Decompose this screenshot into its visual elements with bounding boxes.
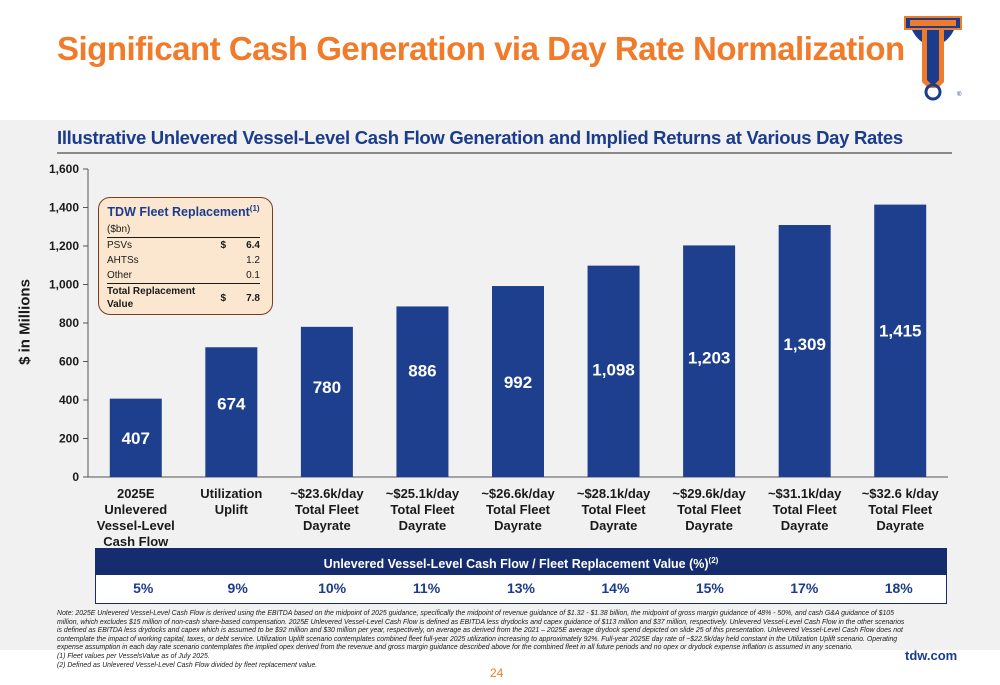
footnote-1: (1) Fleet values per VesselsValue as of … bbox=[57, 652, 210, 660]
y-tick-label: 1,200 bbox=[49, 239, 79, 253]
x-tick-label: ~$26.6k/day Total Fleet Dayrate bbox=[481, 486, 555, 533]
x-tick-label: ~$23.6k/day Total Fleet Dayrate bbox=[290, 486, 364, 533]
y-tick-label: 200 bbox=[59, 432, 79, 446]
bar bbox=[396, 306, 449, 477]
y-tick-label: 800 bbox=[59, 316, 79, 330]
x-tick-label: ~$32.6 k/day Total Fleet Dayrate bbox=[861, 486, 939, 533]
bar-series: 407 674 780 886 992 1,098 1,203 1,309 1,415 bbox=[109, 204, 927, 478]
x-tick-label: ~$31.1k/day Total Fleet Dayrate bbox=[767, 486, 842, 533]
x-tick-label: 2025E Unlevered Vessel-Level Cash Flow bbox=[96, 486, 175, 549]
footnote-main: Note: 2025E Unlevered Vessel-Level Cash … bbox=[57, 610, 905, 652]
footnote-2: (2) Defined as Unlevered Vessel-Level Ca… bbox=[57, 661, 318, 669]
bar-data-label: 1,203 bbox=[688, 348, 731, 367]
y-tick-label: 0 bbox=[72, 470, 79, 484]
tidewater-logo: ® bbox=[904, 16, 962, 101]
return-cell: 10% bbox=[318, 580, 347, 596]
y-tick-label: 1,600 bbox=[49, 162, 79, 176]
bar bbox=[874, 204, 927, 478]
x-tick-label: ~$29.6k/day Total Fleet Dayrate bbox=[672, 486, 746, 533]
y-tick-label: 600 bbox=[59, 355, 79, 369]
bar bbox=[492, 286, 544, 477]
y-axis-label: $ in Millions bbox=[16, 279, 34, 365]
bar bbox=[778, 225, 831, 477]
fleet-replacement-box: TDW Fleet Replacement(1) ($bn) PSVs $ 6.… bbox=[98, 197, 273, 315]
fleet-total-row: Total Replacement Value $ 7.8 bbox=[107, 286, 260, 311]
subtitle-divider bbox=[57, 152, 952, 154]
fleet-replacement-table: ($bn) PSVs $ 6.4 AHTSs 1.2 Other 0.1 Tot… bbox=[107, 222, 260, 312]
return-cell: 15% bbox=[695, 580, 724, 596]
bar-data-label: 780 bbox=[313, 378, 341, 397]
fleet-box-title: TDW Fleet Replacement(1) bbox=[107, 204, 260, 220]
bar bbox=[109, 398, 162, 477]
bar-data-label: 1,415 bbox=[879, 322, 922, 341]
y-tick-label: 1,000 bbox=[49, 278, 79, 292]
return-cell: 13% bbox=[506, 580, 535, 596]
bar-data-label: 1,098 bbox=[592, 361, 635, 380]
return-cell: 11% bbox=[412, 580, 441, 596]
return-cell: 5% bbox=[133, 580, 154, 596]
returns-header: Unlevered Vessel-Level Cash Flow / Fleet… bbox=[95, 548, 947, 574]
bar bbox=[587, 265, 640, 477]
fleet-row: Other 0.1 bbox=[107, 268, 260, 285]
bar-data-label: 407 bbox=[122, 429, 150, 448]
fleet-row: AHTSs 1.2 bbox=[107, 255, 260, 267]
x-tick-label: ~$28.1k/day Total Fleet Dayrate bbox=[576, 486, 651, 533]
fleet-unit: ($bn) bbox=[107, 222, 260, 239]
x-tick-label: ~$25.1k/day Total Fleet Dayrate bbox=[385, 486, 460, 533]
x-tick-label: Utilization Uplift bbox=[200, 486, 263, 517]
fleet-row: PSVs $ 6.4 bbox=[107, 240, 260, 252]
bar-data-label: 992 bbox=[504, 373, 532, 392]
website-link[interactable]: tdw.com bbox=[905, 648, 958, 663]
y-tick-label: 400 bbox=[59, 393, 79, 407]
svg-text:®: ® bbox=[957, 91, 962, 98]
footnotes: Note: 2025E Unlevered Vessel-Level Cash … bbox=[57, 610, 907, 670]
page-number: 24 bbox=[490, 666, 504, 680]
return-cell: 18% bbox=[884, 580, 913, 596]
bar-data-label: 886 bbox=[408, 361, 436, 380]
bar-data-label: 674 bbox=[217, 394, 246, 413]
chart-subtitle: Illustrative Unlevered Vessel-Level Cash… bbox=[57, 127, 903, 148]
y-tick-label: 1,400 bbox=[49, 201, 79, 215]
bar-data-label: 1,309 bbox=[783, 335, 826, 354]
returns-row: 5% 9% 10% 11% 13% 14% 15% 17% 18% bbox=[95, 574, 947, 604]
bar bbox=[683, 245, 736, 477]
page-title: Significant Cash Generation via Day Rate… bbox=[57, 30, 905, 67]
y-axis: 0 200 400 600 800 1,000 1,200 1,400 1,600 bbox=[49, 162, 948, 484]
bar bbox=[205, 347, 258, 477]
return-cell: 14% bbox=[601, 580, 630, 596]
return-cell: 17% bbox=[790, 580, 819, 596]
bar-chart: 0 200 400 600 800 1,000 1,200 1,400 1,600 407 674… bbox=[49, 162, 948, 484]
bar bbox=[300, 326, 353, 477]
return-cell: 9% bbox=[227, 580, 248, 596]
